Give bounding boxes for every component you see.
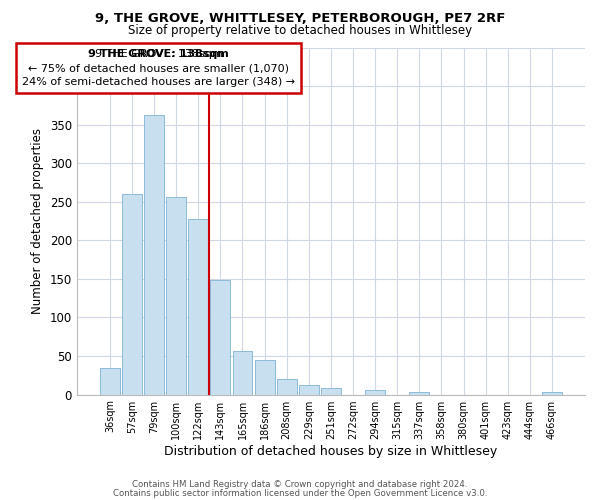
Bar (321, 388, 341, 394)
Bar (542, 392, 562, 394)
Bar (211, 280, 230, 394)
Bar (254, 360, 275, 394)
Y-axis label: Number of detached properties: Number of detached properties (31, 128, 44, 314)
Bar (365, 390, 385, 394)
X-axis label: Distribution of detached houses by size in Whittlesey: Distribution of detached houses by size … (164, 444, 497, 458)
Bar (277, 379, 296, 394)
Bar (409, 392, 429, 394)
Bar (144, 116, 164, 394)
Text: 9 THE GROVE: 138sqm
← 75% of detached houses are smaller (1,070)
24% of semi-det: 9 THE GROVE: 138sqm ← 75% of detached ho… (22, 49, 295, 87)
Text: 9 THE GROVE: 138sqm: 9 THE GROVE: 138sqm (88, 49, 229, 94)
Text: Contains HM Land Registry data © Crown copyright and database right 2024.: Contains HM Land Registry data © Crown c… (132, 480, 468, 489)
Bar (122, 194, 142, 394)
Bar (233, 350, 253, 395)
Bar (166, 197, 186, 394)
Text: Size of property relative to detached houses in Whittlesey: Size of property relative to detached ho… (128, 24, 472, 37)
Bar (100, 368, 120, 394)
Text: 9, THE GROVE, WHITTLESEY, PETERBOROUGH, PE7 2RF: 9, THE GROVE, WHITTLESEY, PETERBOROUGH, … (95, 12, 505, 26)
Bar (188, 218, 208, 394)
Text: Contains public sector information licensed under the Open Government Licence v3: Contains public sector information licen… (113, 488, 487, 498)
Bar (299, 386, 319, 394)
